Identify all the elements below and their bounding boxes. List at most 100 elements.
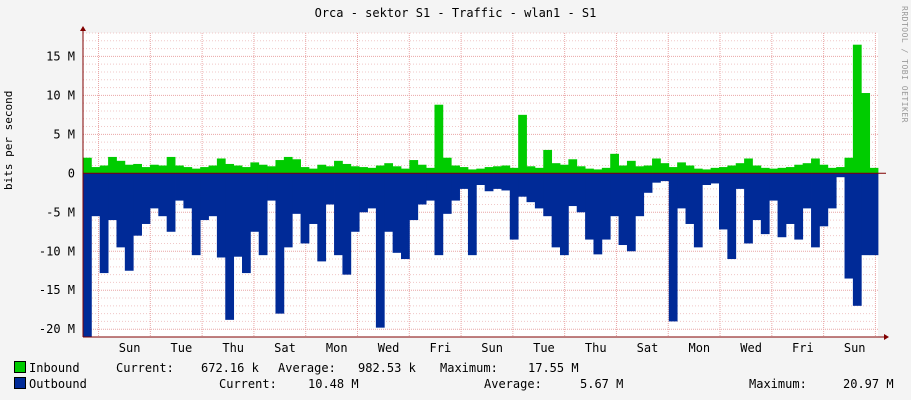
inbound-bar (811, 158, 820, 174)
outbound-bar (208, 173, 218, 217)
legend-outbound-label: Outbound (29, 377, 87, 391)
inbound-bar (576, 166, 586, 174)
outbound-maximum-value: 20.97 M (843, 377, 894, 391)
outbound-bar (233, 173, 243, 257)
outbound-bar (216, 173, 226, 258)
inbound-maximum-label: Maximum: (440, 361, 498, 375)
outbound-bar (610, 173, 619, 217)
inbound-bar (652, 158, 661, 174)
inbound-bar (375, 165, 385, 174)
inbound-bar (467, 169, 477, 174)
inbound-swatch (14, 361, 26, 373)
outbound-average-value: 5.67 M (580, 377, 624, 391)
inbound-bar (744, 158, 753, 174)
inbound-bar (267, 166, 276, 174)
outbound-bar (534, 173, 544, 209)
outbound-bar (401, 173, 410, 260)
inbound-bar (493, 166, 502, 174)
inbound-bar (802, 163, 812, 174)
inbound-bar (685, 165, 695, 174)
outbound-bar (593, 173, 603, 255)
inbound-current-value: 672.16 k (201, 361, 259, 375)
inbound-bar (283, 156, 293, 174)
y-tick-label: -20 M (39, 322, 75, 336)
inbound-bar (426, 167, 435, 174)
inbound-bar (610, 153, 619, 174)
inbound-bar (560, 164, 569, 174)
outbound-bar (292, 173, 301, 214)
outbound-bar (543, 173, 553, 217)
inbound-bar (777, 167, 787, 174)
outbound-bar (451, 173, 460, 201)
outbound-bar (852, 173, 862, 306)
rrdtool-watermark: RRDTOOL / TOBI OETIKER (900, 6, 909, 123)
outbound-bar (334, 173, 343, 256)
inbound-bar (526, 166, 536, 174)
outbound-bar (434, 173, 444, 256)
outbound-bar (91, 173, 101, 217)
inbound-bar (367, 167, 377, 174)
outbound-bar (467, 173, 477, 256)
outbound-bar (409, 173, 419, 221)
outbound-bar (677, 173, 686, 209)
outbound-bar (744, 173, 753, 244)
inbound-bar (626, 160, 636, 174)
outbound-bar (735, 173, 745, 189)
legend-outbound-row: Outbound (14, 377, 87, 391)
outbound-bar (844, 173, 854, 279)
outbound-current-label: Current: (219, 377, 277, 391)
inbound-bar (710, 167, 720, 174)
inbound-bar (585, 168, 594, 174)
outbound-bar (769, 173, 778, 201)
y-tick-label: 15 M (46, 49, 75, 63)
outbound-bar (493, 173, 502, 189)
outbound-bar (166, 173, 176, 232)
inbound-bar (124, 164, 134, 174)
outbound-bar (141, 173, 151, 224)
inbound-current-label: Current: (116, 361, 174, 375)
outbound-bar (626, 173, 636, 252)
outbound-bar (242, 173, 251, 274)
inbound-bar (434, 104, 444, 174)
inbound-bar (233, 165, 243, 174)
inbound-bar (317, 164, 327, 174)
outbound-bar (83, 173, 92, 337)
outbound-bar (618, 173, 628, 246)
inbound-bar (83, 157, 92, 174)
inbound-bar (727, 165, 737, 174)
outbound-bar (350, 173, 360, 232)
outbound-bar (484, 173, 494, 192)
outbound-bar (785, 173, 795, 224)
inbound-bar (794, 164, 804, 174)
outbound-bar (99, 173, 109, 274)
inbound-bar (91, 167, 101, 174)
outbound-bar (426, 173, 435, 201)
x-tick-label: Sun (481, 341, 503, 355)
x-tick-label: Sat (637, 341, 659, 355)
outbound-bar (518, 173, 527, 197)
inbound-bar (216, 158, 226, 174)
outbound-bar (267, 173, 276, 201)
outbound-bar (526, 173, 536, 203)
outbound-bar (283, 173, 293, 248)
inbound-bar (225, 163, 235, 174)
outbound-bar (635, 173, 645, 217)
axes (80, 26, 889, 340)
outbound-bar (149, 173, 159, 209)
outbound-bar (551, 173, 561, 248)
inbound-bar (693, 168, 703, 174)
inbound-bar (643, 165, 653, 174)
outbound-bar (560, 173, 569, 256)
outbound-bar (794, 173, 804, 240)
inbound-bar (827, 167, 837, 174)
x-tick-label: Thu (585, 341, 607, 355)
outbound-bar (133, 173, 142, 236)
inbound-bar (208, 165, 218, 174)
outbound-bar (342, 173, 352, 275)
inbound-bar (852, 44, 862, 174)
inbound-bar (509, 167, 519, 174)
outbound-bar (719, 173, 728, 230)
inbound-bar (869, 167, 879, 174)
inbound-bar (342, 163, 352, 174)
